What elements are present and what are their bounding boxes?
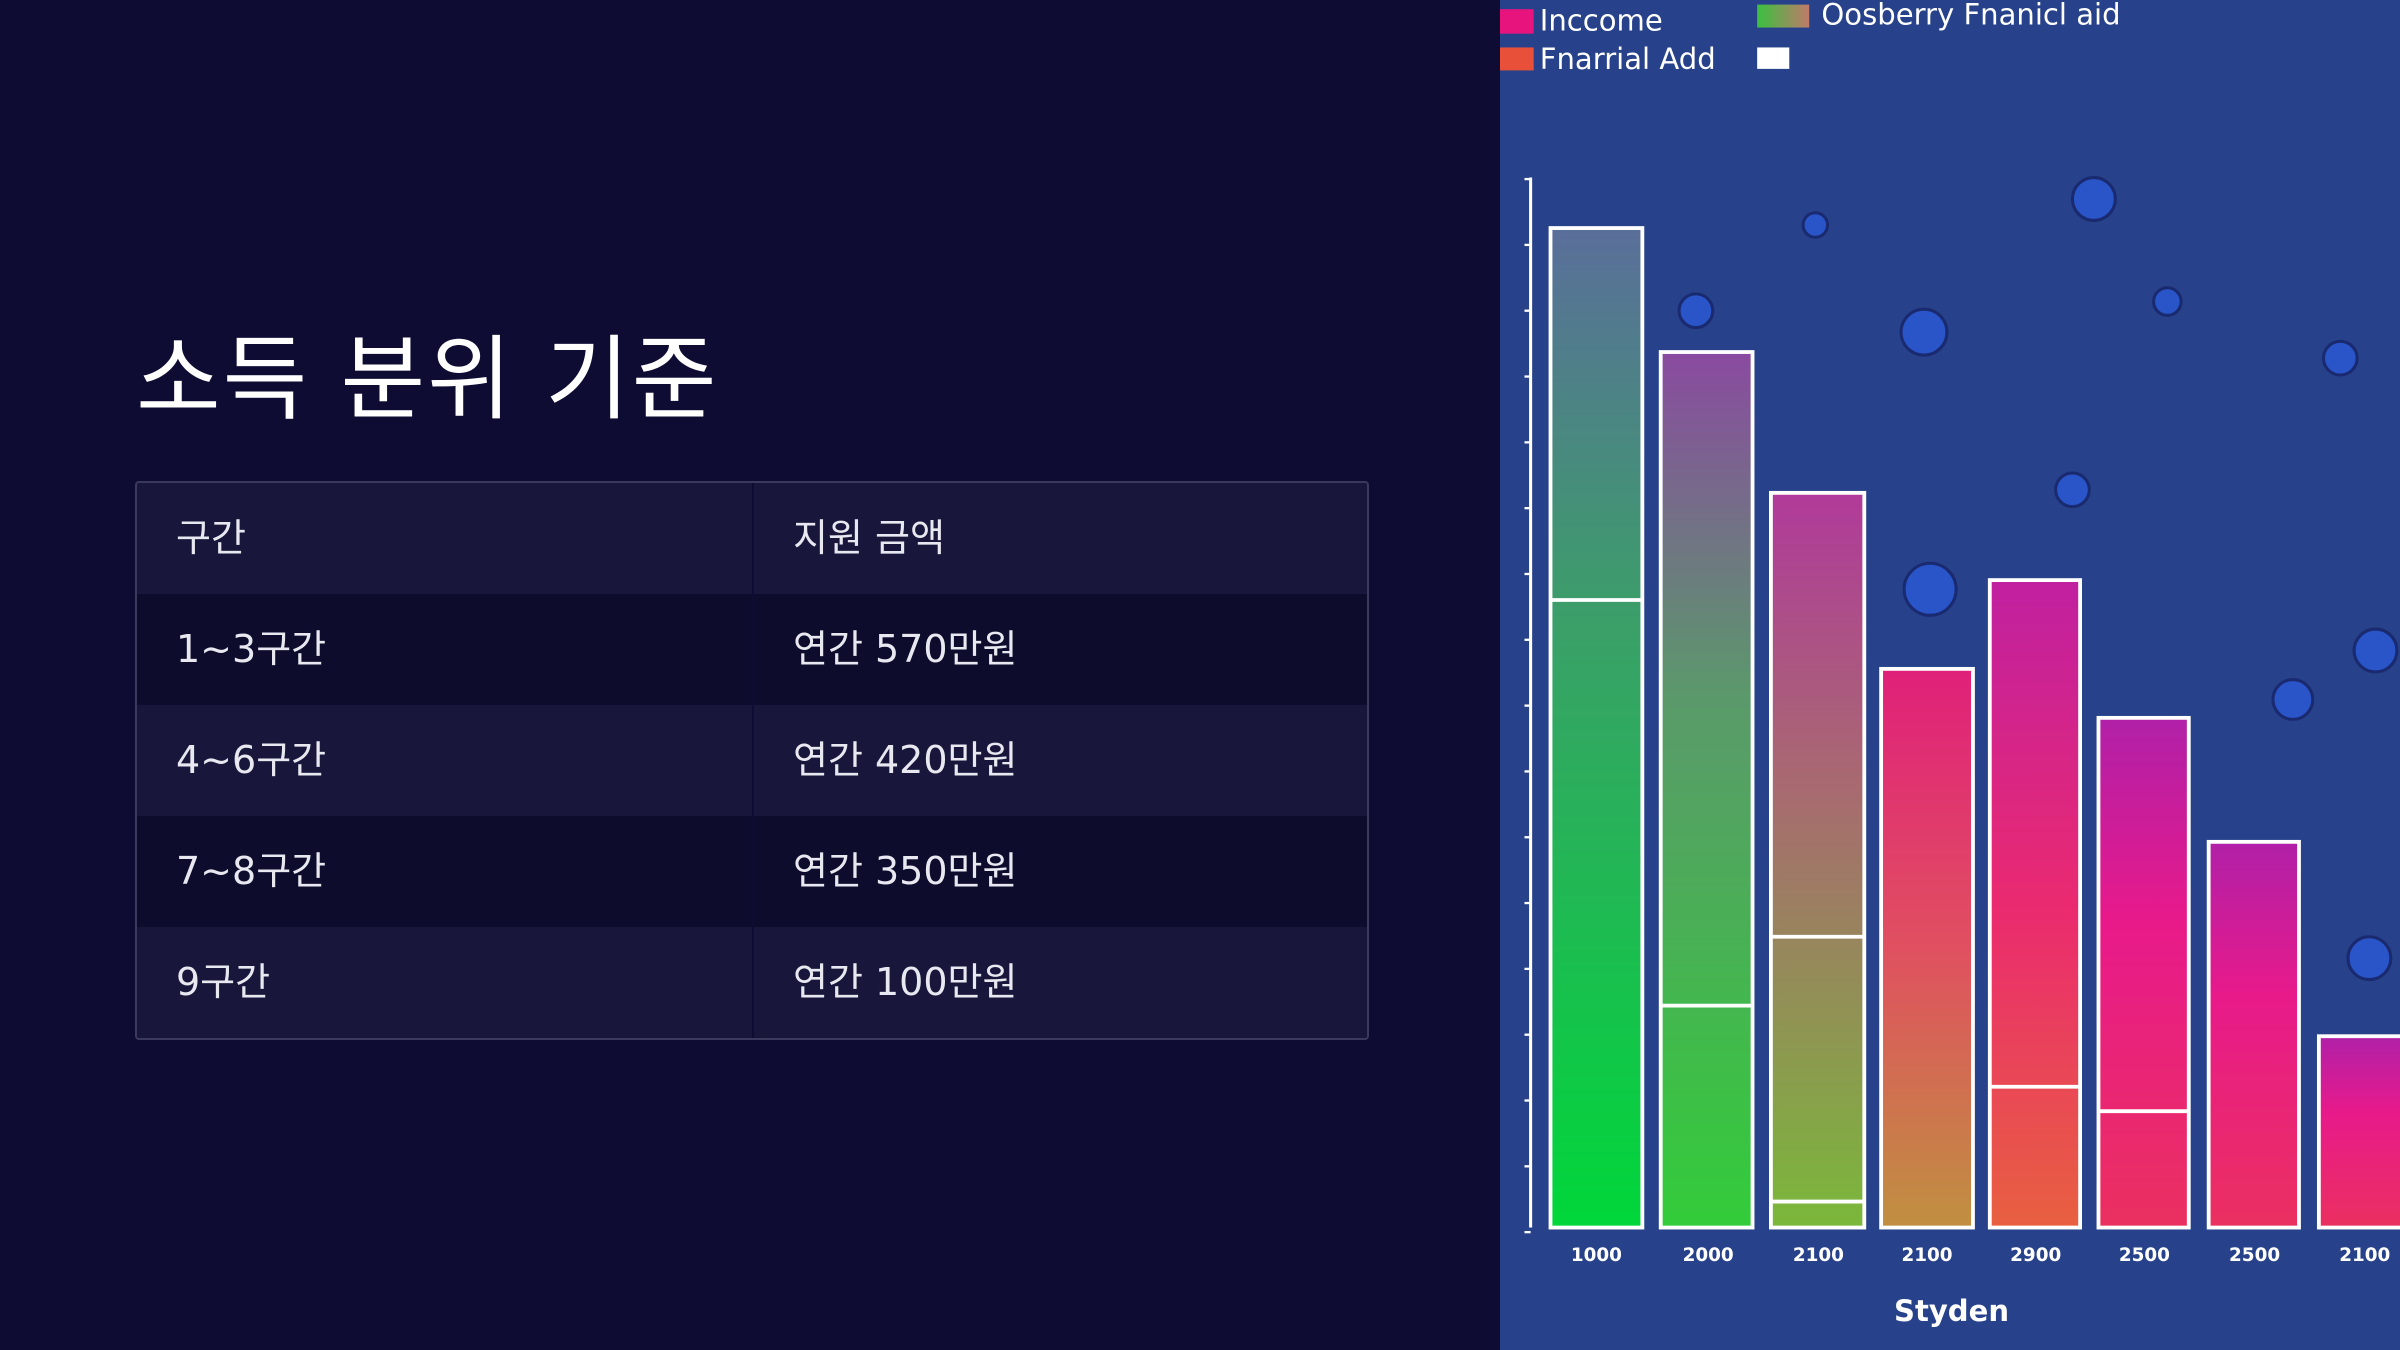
table-cell: 지원 금액 — [752, 483, 1367, 594]
table-row: 9구간 연간 100만원 — [137, 927, 1367, 1038]
table-cell: 1~3구간 — [176, 627, 327, 671]
x-label: 1000 — [1571, 1245, 1622, 1266]
x-label: 2500 — [2119, 1245, 2170, 1266]
legend-label: Inccome — [1540, 4, 1663, 38]
legend-label: Oosberry Fnanicl aid — [1821, 0, 2120, 31]
legend-swatch — [1757, 47, 1790, 69]
legend-swatch — [1757, 4, 1810, 28]
x-label: 2900 — [2010, 1245, 2061, 1266]
table-cell: 연간 100만원 — [752, 927, 1367, 1038]
x-label: 2100 — [1793, 1245, 1844, 1266]
x-axis-label: Styden — [1894, 1294, 2009, 1328]
slide-title: 소득 분위 기준 — [136, 326, 719, 433]
table-row: 4~6구간 연간 420만원 — [137, 705, 1367, 816]
slide-panel: 소득 분위 기준 구간 지원 금액 1~3구간 연간 570만원 4~6구간 연간 420… — [135, 326, 1369, 1040]
chart-image: Inccome Fnarrial Add Oosberry Fnanicl ai… — [1500, 0, 2400, 1350]
legend-swatch — [1500, 47, 1534, 71]
table-cell: 연간 350만원 — [752, 816, 1367, 927]
x-label: 2000 — [1683, 1245, 1734, 1266]
x-label: 2500 — [2229, 1245, 2280, 1266]
x-label: 2100 — [1901, 1245, 1952, 1266]
table-cell: 구간 — [176, 516, 246, 560]
table-cell: 연간 420만원 — [752, 705, 1367, 816]
table-row: 1~3구간 연간 570만원 — [137, 594, 1367, 705]
y-axis-ticks — [1524, 177, 1531, 1234]
bars — [1548, 226, 2400, 1230]
table-cell: 연간 570만원 — [752, 594, 1367, 705]
blueberries — [1677, 176, 2399, 982]
table: 구간 지원 금액 1~3구간 연간 570만원 4~6구간 연간 420만원 7~8구간 연간… — [135, 481, 1369, 1040]
x-labels: 1000 2000 2100 2100 2900 2500 2500 2100 — [1571, 1245, 2390, 1266]
legend-label: Fnarrial Add — [1540, 42, 1716, 76]
table-row: 7~8구간 연간 350만원 — [137, 816, 1367, 927]
table-cell: 7~8구간 — [176, 849, 327, 893]
table-row: 구간 지원 금액 — [137, 483, 1367, 594]
table-cell: 9구간 — [176, 960, 271, 1004]
table-cell: 4~6구간 — [176, 738, 327, 782]
x-label: 2100 — [2339, 1245, 2390, 1266]
legend-swatch — [1500, 9, 1534, 34]
